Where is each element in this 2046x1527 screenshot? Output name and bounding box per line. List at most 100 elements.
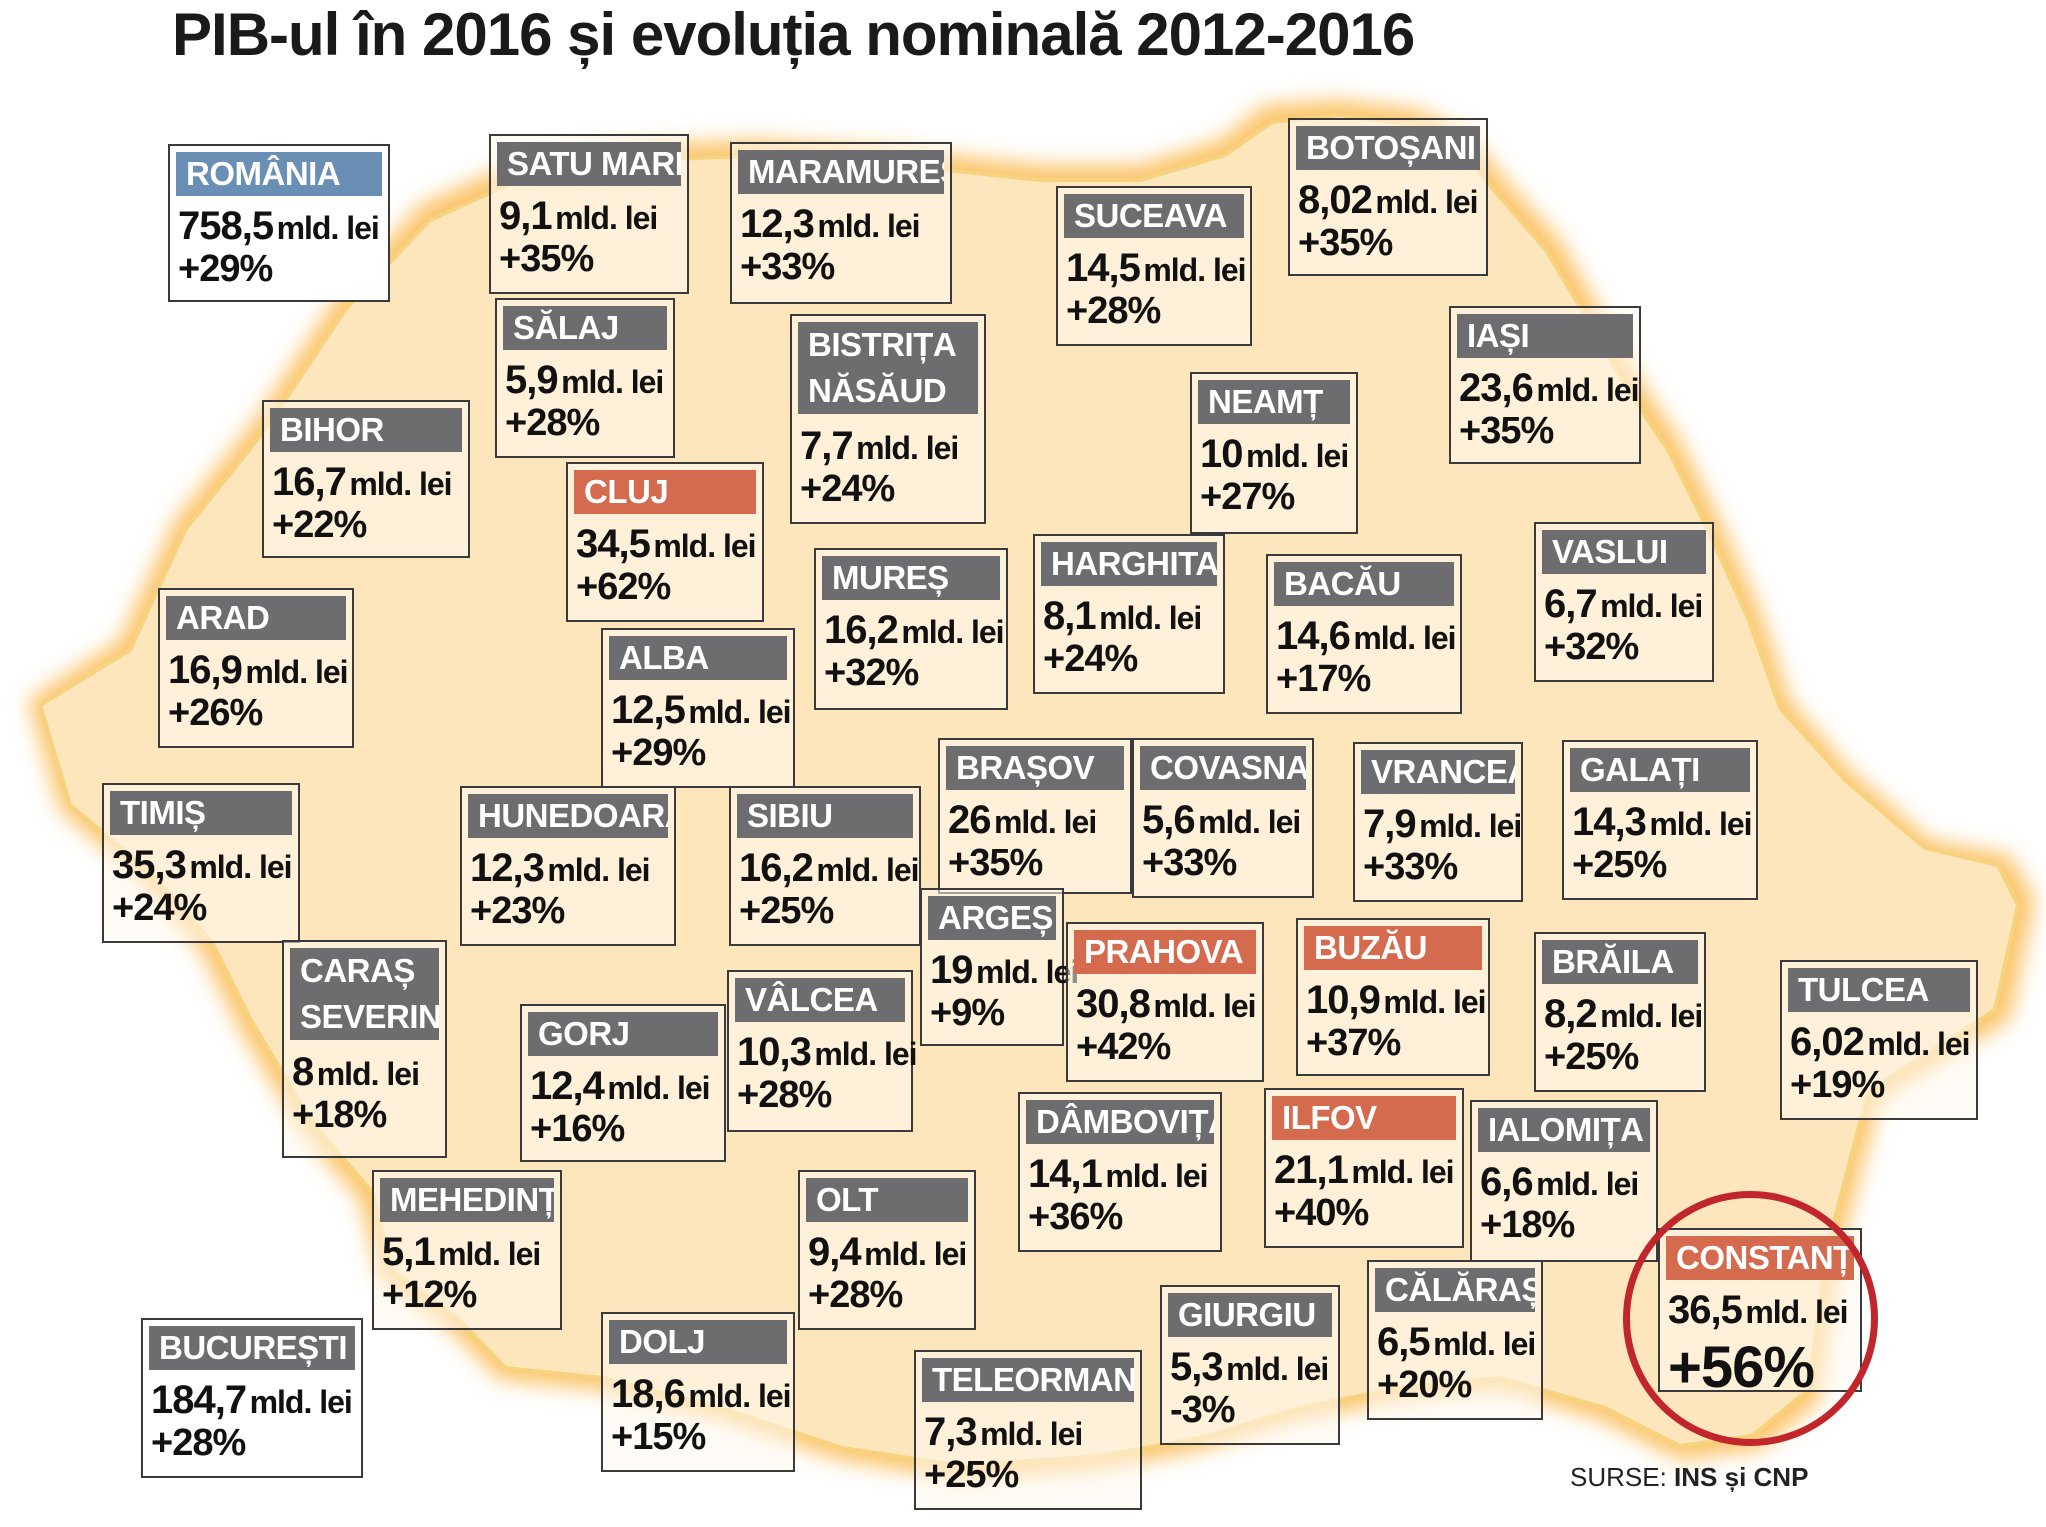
county-name: OLT [806, 1178, 968, 1222]
growth-percent: +35% [1459, 410, 1554, 452]
county-name: VRANCEA [1361, 750, 1515, 794]
highlight-ring [1623, 1191, 1878, 1446]
growth-percent: +12% [382, 1274, 477, 1316]
gdp-number: 14,1 [1028, 1152, 1103, 1196]
county-name: PRAHOVA [1074, 930, 1256, 974]
gdp-unit: mld. lei [1536, 1166, 1639, 1202]
growth-percent: +25% [924, 1454, 1019, 1496]
gdp-number: 8,02 [1298, 178, 1373, 222]
growth-percent: +9% [930, 992, 1005, 1034]
growth-percent: +35% [1298, 222, 1393, 264]
county-box-alba: ALBA 12,5 mld. lei +29% [601, 628, 795, 788]
gdp-value: 21,1 mld. lei [1274, 1148, 1455, 1193]
gdp-unit: mld. lei [1375, 184, 1478, 220]
county-name: MARAMUREȘ [738, 150, 944, 194]
county-name: BIHOR [270, 408, 462, 452]
gdp-unit: mld. lei [555, 200, 658, 236]
gdp-value: 6,02 mld. lei [1790, 1020, 1971, 1065]
growth-percent: +33% [1142, 842, 1237, 884]
growth-percent: +24% [1043, 638, 1138, 680]
gdp-number: 16,2 [824, 608, 899, 652]
gdp-unit: mld. lei [316, 1056, 420, 1092]
gdp-unit: mld. lei [653, 528, 756, 564]
county-box-giurgiu: GIURGIU 5,3 mld. lei -3% [1160, 1285, 1340, 1445]
gdp-number: 16,2 [739, 846, 814, 890]
gdp-unit: mld. lei [816, 852, 919, 888]
gdp-unit: mld. lei [1433, 1326, 1536, 1362]
gdp-unit: mld. lei [901, 614, 1004, 650]
gdp-value: 26 mld. lei [948, 798, 1097, 843]
gdp-unit: mld. lei [1353, 620, 1456, 656]
county-box-vrancea: VRANCEA 7,9 mld. lei +33% [1353, 742, 1523, 902]
county-box-braila: BRĂILA 8,2 mld. lei +25% [1534, 932, 1706, 1092]
county-name: NEAMȚ [1198, 380, 1350, 424]
county-box-covasna: COVASNA 5,6 mld. lei +33% [1132, 738, 1314, 898]
gdp-unit: mld. lei [1600, 588, 1703, 624]
gdp-unit: mld. lei [276, 210, 380, 246]
gdp-number: 9,4 [808, 1230, 862, 1274]
gdp-number: 6,6 [1480, 1160, 1534, 1204]
growth-percent: +32% [1544, 626, 1639, 668]
county-name: ALBA [609, 636, 787, 680]
gdp-unit: mld. lei [1383, 984, 1486, 1020]
growth-percent: -3% [1170, 1389, 1236, 1431]
county-name: IALOMIȚA [1478, 1108, 1650, 1152]
gdp-unit: mld. lei [817, 208, 920, 244]
gdp-unit: mld. lei [1099, 600, 1202, 636]
county-name: ARGEȘ [928, 896, 1056, 940]
gdp-value: 12,4 mld. lei [530, 1064, 711, 1109]
county-box-satu-mare: SATU MARE 9,1 mld. lei +35% [489, 134, 689, 294]
gdp-unit: mld. lei [1143, 252, 1246, 288]
county-box-iasi: IAȘI 23,6 mld. lei +35% [1449, 306, 1641, 464]
growth-percent: +40% [1274, 1192, 1369, 1234]
county-box-arges: ARGEȘ 19 mld. lei +9% [920, 888, 1079, 1046]
gdp-number: 8,2 [1544, 992, 1598, 1036]
county-name: TELEORMAN [922, 1358, 1134, 1402]
gdp-value: 9,4 mld. lei [808, 1230, 967, 1275]
gdp-unit: mld. lei [1419, 808, 1522, 844]
gdp-value: 8,1 mld. lei [1043, 594, 1202, 639]
county-name: BRĂILA [1542, 940, 1698, 984]
gdp-value: 6,5 mld. lei [1377, 1320, 1536, 1365]
county-box-salaj: SĂLAJ 5,9 mld. lei +28% [495, 298, 675, 458]
gdp-number: 6,02 [1790, 1020, 1865, 1064]
county-name: GALAȚI [1570, 748, 1750, 792]
gdp-unit: mld. lei [980, 1416, 1083, 1452]
county-name: GORJ [528, 1012, 718, 1056]
county-box-suceava: SUCEAVA 14,5 mld. lei +28% [1056, 186, 1252, 346]
gdp-number: 14,3 [1572, 800, 1647, 844]
county-box-mures: MUREȘ 16,2 mld. lei +32% [814, 548, 1008, 710]
growth-percent: +19% [1790, 1064, 1885, 1106]
county-box-dolj: DOLJ 18,6 mld. lei +15% [601, 1312, 795, 1472]
growth-percent: +28% [737, 1074, 832, 1116]
gdp-unit: mld. lei [1600, 998, 1703, 1034]
gdp-number: 30,8 [1076, 982, 1151, 1026]
gdp-number: 9,1 [499, 194, 553, 238]
source-note: SURSE: INS și CNP [1570, 1462, 1808, 1493]
gdp-value: 12,3 mld. lei [740, 202, 921, 247]
county-box-hunedoara: HUNEDOARA 12,3 mld. lei +23% [460, 786, 676, 946]
gdp-value: 5,9 mld. lei [505, 358, 664, 403]
growth-percent: +28% [1066, 290, 1161, 332]
gdp-number: 35,3 [112, 843, 187, 887]
source-prefix: SURSE: [1570, 1462, 1667, 1492]
growth-percent: +16% [530, 1108, 625, 1150]
gdp-value: 16,2 mld. lei [739, 846, 920, 891]
gdp-value: 758,5 mld. lei [178, 204, 380, 249]
gdp-value: 30,8 mld. lei [1076, 982, 1257, 1027]
county-box-ialomita: IALOMIȚA 6,6 mld. lei +18% [1470, 1100, 1658, 1262]
growth-percent: +17% [1276, 658, 1371, 700]
gdp-unit: mld. lei [1245, 438, 1349, 474]
gdp-number: 14,5 [1066, 246, 1141, 290]
gdp-number: 7,3 [924, 1410, 978, 1454]
county-name: IAȘI [1457, 314, 1633, 358]
county-box-teleorman: TELEORMAN 7,3 mld. lei +25% [914, 1350, 1142, 1510]
growth-percent: +42% [1076, 1026, 1171, 1068]
gdp-number: 8,1 [1043, 594, 1097, 638]
gdp-number: 758,5 [178, 204, 274, 248]
gdp-number: 7,9 [1363, 802, 1417, 846]
gdp-unit: mld. lei [1536, 372, 1639, 408]
county-box-timis: TIMIȘ 35,3 mld. lei +24% [102, 783, 300, 943]
county-box-caras-severin: CARAȘ SEVERIN 8 mld. lei +18% [282, 940, 447, 1158]
county-box-harghita: HARGHITA 8,1 mld. lei +24% [1033, 534, 1225, 694]
